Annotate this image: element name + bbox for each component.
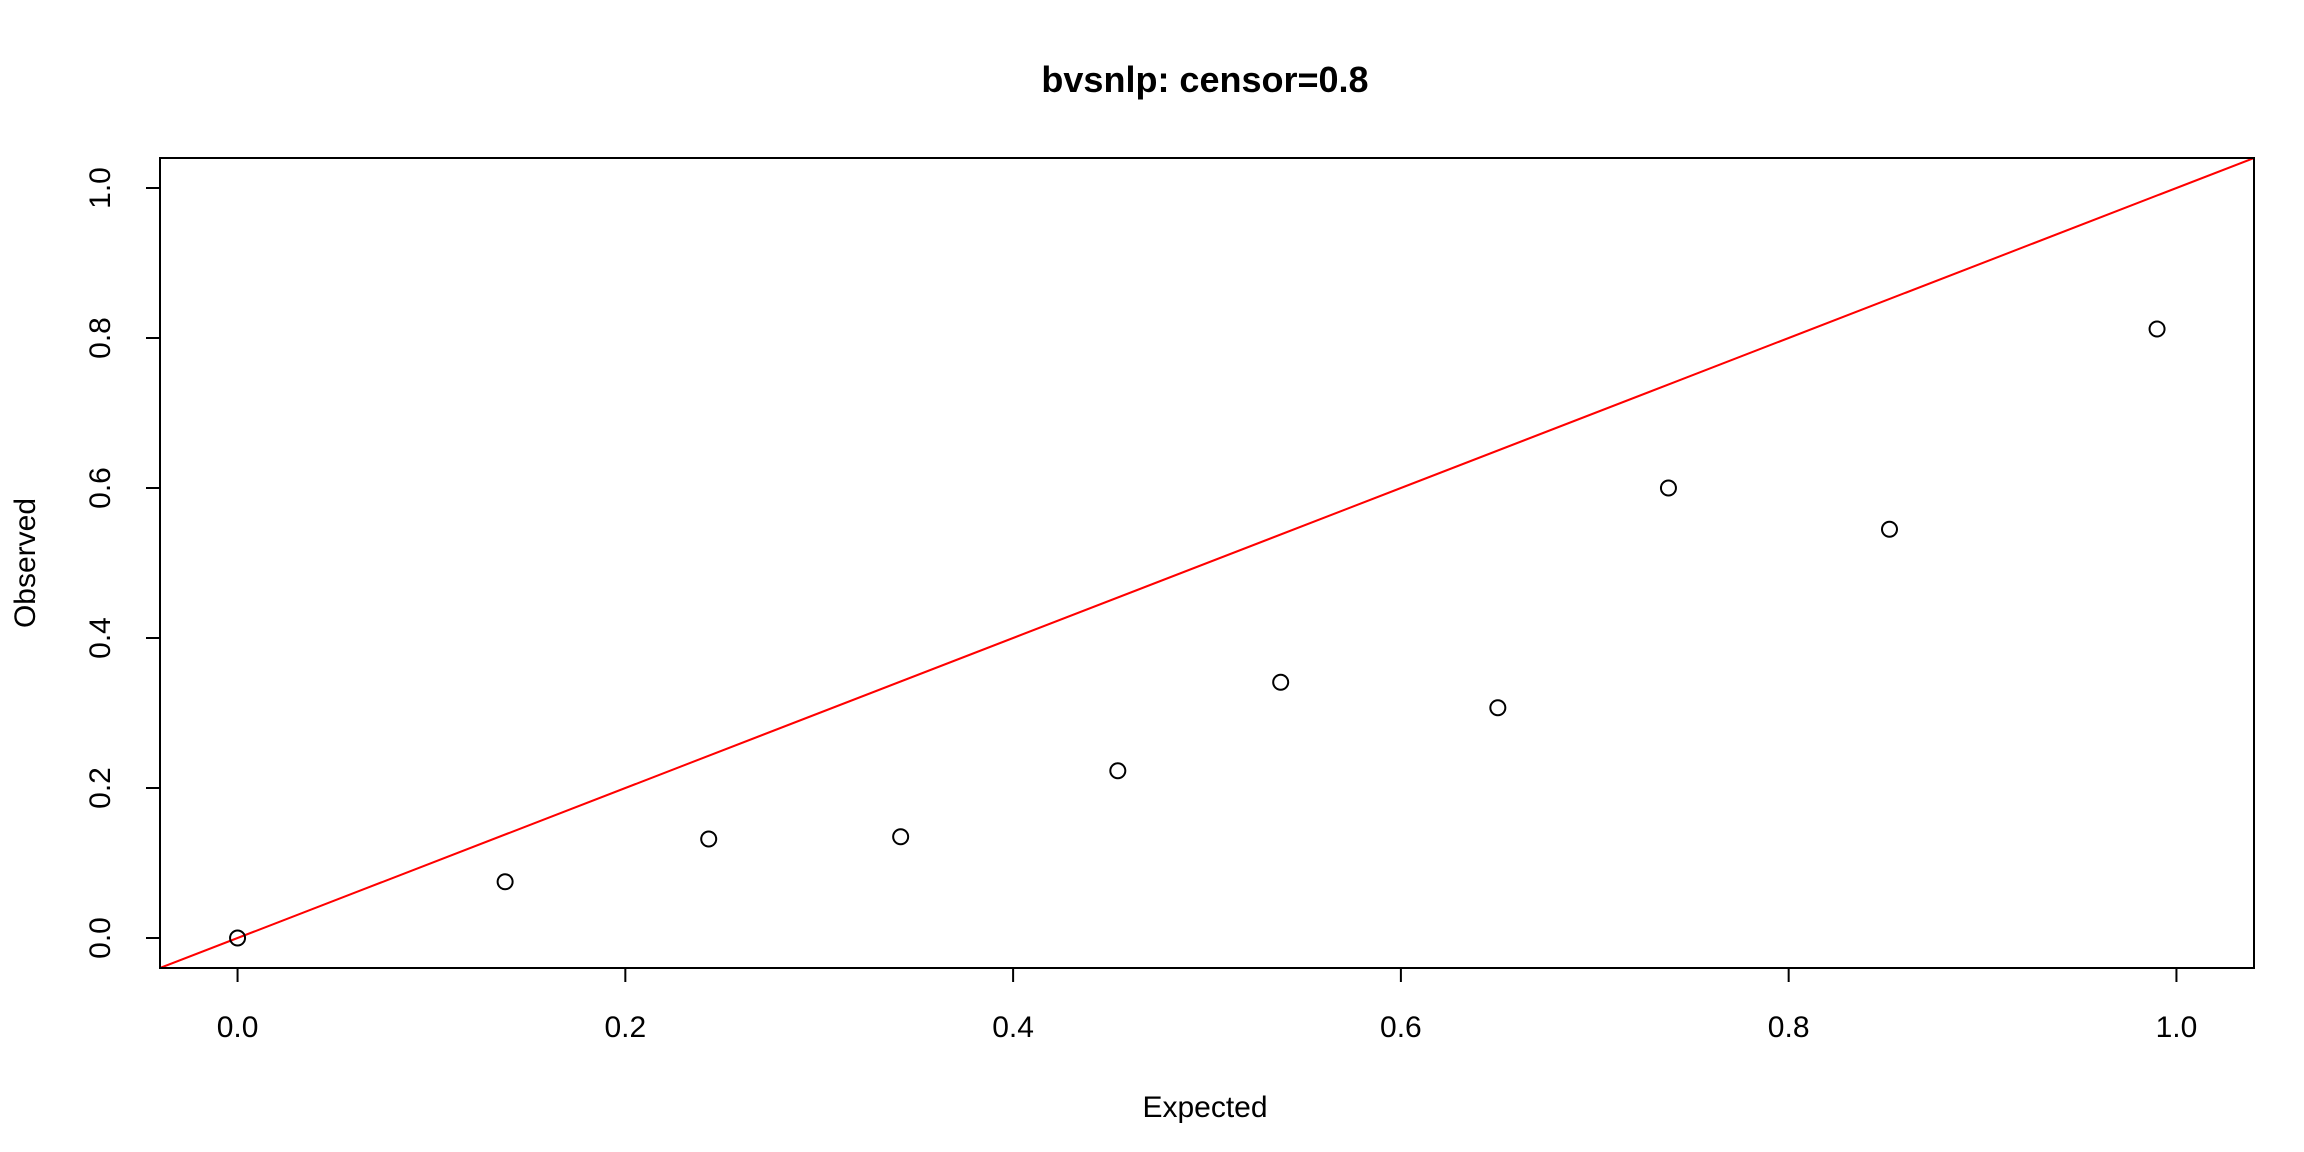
y-tick-label: 0.4 bbox=[84, 617, 117, 659]
x-tick-label: 0.4 bbox=[992, 1011, 1034, 1044]
data-point bbox=[700, 830, 718, 848]
y-tick-label: 0.6 bbox=[84, 467, 117, 509]
x-tick-label: 0.2 bbox=[604, 1011, 646, 1044]
x-axis: 0.0 0.2 0.4 0.6 0.8 1.0 bbox=[217, 967, 2198, 1044]
data-point bbox=[2148, 320, 2166, 338]
data-point bbox=[229, 929, 247, 947]
x-axis-label: Expected bbox=[1142, 1091, 1267, 1124]
reference-line bbox=[160, 158, 2254, 968]
y-axis-label: Observed bbox=[9, 498, 42, 628]
data-point bbox=[1659, 479, 1677, 497]
y-tick-label: 1.0 bbox=[84, 167, 117, 209]
plot-area bbox=[160, 158, 2254, 968]
data-point bbox=[496, 873, 514, 891]
y-tick-label: 0.0 bbox=[84, 917, 117, 959]
data-point bbox=[1272, 673, 1290, 691]
x-tick-label: 0.0 bbox=[217, 1011, 259, 1044]
x-tick-label: 0.8 bbox=[1768, 1011, 1810, 1044]
y-tick-label: 0.2 bbox=[84, 767, 117, 809]
chart-title: bvsnlp: censor=0.8 bbox=[1041, 59, 1368, 100]
data-point bbox=[892, 828, 910, 846]
x-tick-label: 0.6 bbox=[1380, 1011, 1422, 1044]
y-tick-label: 0.8 bbox=[84, 317, 117, 359]
data-point bbox=[1880, 520, 1898, 538]
data-point bbox=[1109, 762, 1127, 780]
data-point bbox=[1489, 699, 1507, 717]
x-tick-label: 1.0 bbox=[2156, 1011, 2198, 1044]
y-axis: 0.0 0.2 0.4 0.6 0.8 1.0 bbox=[84, 167, 161, 959]
